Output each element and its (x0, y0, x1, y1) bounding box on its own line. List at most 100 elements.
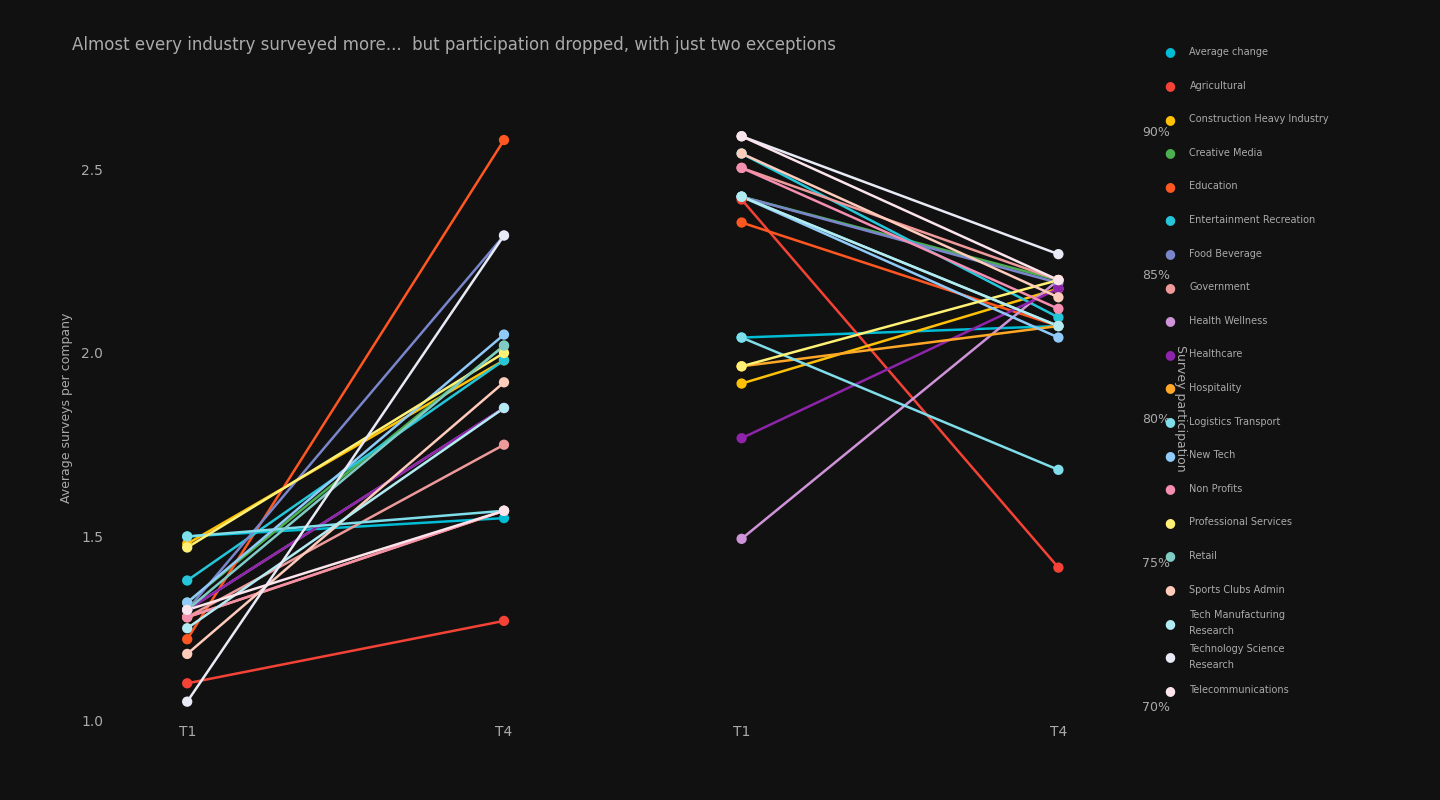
Point (1047, 320, 1070, 333)
Point (176, 611, 199, 624)
Text: Technology Science: Technology Science (1189, 644, 1284, 654)
Point (1047, 248, 1070, 261)
Point (730, 533, 753, 546)
Text: Almost every industry surveyed more...  but participation dropped, with just two: Almost every industry surveyed more... b… (72, 36, 837, 54)
Point (730, 432, 753, 445)
Point (492, 339, 516, 352)
Point (176, 530, 199, 543)
Point (492, 438, 516, 451)
Point (492, 229, 516, 242)
Text: ●: ● (1164, 214, 1175, 226)
Point (730, 193, 753, 206)
Point (1047, 320, 1070, 333)
Point (730, 190, 753, 203)
Point (492, 504, 516, 517)
Point (730, 331, 753, 344)
Point (1047, 320, 1070, 333)
Text: ●: ● (1164, 281, 1175, 294)
Y-axis label: Average surveys per company: Average surveys per company (60, 313, 73, 503)
Point (730, 190, 753, 203)
Text: Logistics Transport: Logistics Transport (1189, 417, 1280, 426)
Point (1047, 274, 1070, 286)
Point (730, 190, 753, 203)
Point (176, 677, 199, 690)
Point (1047, 274, 1070, 286)
Point (1047, 274, 1070, 286)
Text: Health Wellness: Health Wellness (1189, 316, 1267, 326)
Point (730, 331, 753, 344)
Text: Sports Clubs Admin: Sports Clubs Admin (1189, 585, 1284, 594)
Text: Hospitality: Hospitality (1189, 383, 1241, 393)
Point (730, 147, 753, 160)
Text: Telecommunications: Telecommunications (1189, 686, 1289, 695)
Point (730, 162, 753, 174)
Text: ●: ● (1164, 650, 1175, 663)
Point (492, 614, 516, 627)
Point (730, 162, 753, 174)
Text: Education: Education (1189, 182, 1238, 191)
Point (730, 147, 753, 160)
Text: Agricultural: Agricultural (1189, 81, 1246, 90)
Text: Professional Services: Professional Services (1189, 518, 1293, 527)
Text: ●: ● (1164, 113, 1175, 126)
Text: Research: Research (1189, 626, 1234, 636)
Text: ●: ● (1164, 583, 1175, 596)
Point (492, 504, 516, 517)
Text: ●: ● (1164, 348, 1175, 361)
Point (730, 130, 753, 142)
Text: ●: ● (1164, 382, 1175, 394)
Point (492, 354, 516, 366)
Point (1047, 291, 1070, 304)
Point (176, 603, 199, 616)
Point (1047, 274, 1070, 286)
Point (176, 603, 199, 616)
Point (176, 611, 199, 624)
Text: Construction Heavy Industry: Construction Heavy Industry (1189, 114, 1329, 124)
Point (492, 402, 516, 414)
Point (730, 190, 753, 203)
Point (492, 504, 516, 517)
Point (1047, 463, 1070, 476)
Point (492, 402, 516, 414)
Point (176, 622, 199, 634)
Text: ●: ● (1164, 617, 1175, 630)
Point (492, 512, 516, 525)
Point (176, 574, 199, 587)
Point (1047, 282, 1070, 295)
Point (176, 530, 199, 543)
Point (492, 328, 516, 341)
Point (1047, 282, 1070, 295)
Point (176, 695, 199, 708)
Text: ●: ● (1164, 449, 1175, 462)
Point (1047, 311, 1070, 324)
Point (492, 376, 516, 389)
Text: ●: ● (1164, 314, 1175, 327)
Point (730, 216, 753, 229)
Y-axis label: Survey participation: Survey participation (1174, 345, 1187, 471)
Point (176, 596, 199, 609)
Text: ●: ● (1164, 516, 1175, 529)
Text: ●: ● (1164, 46, 1175, 58)
Point (730, 360, 753, 373)
Text: ●: ● (1164, 415, 1175, 428)
Point (1047, 274, 1070, 286)
Text: Creative Media: Creative Media (1189, 148, 1263, 158)
Point (492, 339, 516, 352)
Point (1047, 320, 1070, 333)
Point (1047, 331, 1070, 344)
Point (730, 377, 753, 390)
Text: Average change: Average change (1189, 47, 1269, 57)
Text: Research: Research (1189, 660, 1234, 670)
Point (176, 603, 199, 616)
Text: Food Beverage: Food Beverage (1189, 249, 1263, 258)
Point (492, 504, 516, 517)
Text: New Tech: New Tech (1189, 450, 1236, 460)
Text: Tech Manufacturing: Tech Manufacturing (1189, 610, 1286, 620)
Point (176, 596, 199, 609)
Text: Healthcare: Healthcare (1189, 350, 1243, 359)
Point (176, 541, 199, 554)
Point (176, 647, 199, 660)
Text: Government: Government (1189, 282, 1250, 292)
Text: Retail: Retail (1189, 551, 1217, 561)
Point (492, 346, 516, 359)
